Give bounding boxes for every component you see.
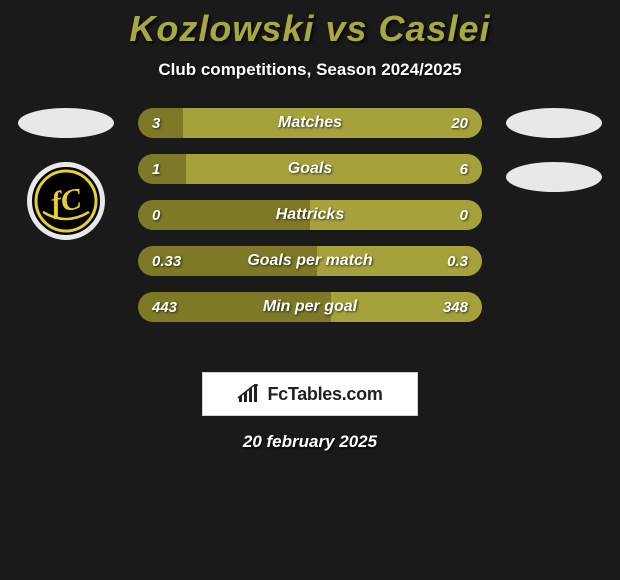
stat-bars: 3 20 Matches 1 6 Goals 0 0 (138, 108, 482, 322)
stat-bar: 0.33 0.3 Goals per match (138, 246, 482, 276)
stat-bar: 443 348 Min per goal (138, 292, 482, 322)
stat-bar: 0 0 Hattricks (138, 200, 482, 230)
brand-text: FcTables.com (267, 384, 382, 405)
stat-right-value: 20 (451, 115, 468, 132)
player-right-ellipse-2 (506, 162, 602, 192)
stat-right-value: 0 (460, 207, 468, 224)
page-title: Kozlowski vs Caslei (0, 8, 620, 50)
player-left-ellipse (18, 108, 114, 138)
comparison-card: Kozlowski vs Caslei Club competitions, S… (0, 0, 620, 580)
player-right-ellipse-1 (506, 108, 602, 138)
bar-chart-icon (237, 384, 261, 404)
date-text: 20 february 2025 (0, 432, 620, 452)
stat-bar: 3 20 Matches (138, 108, 482, 138)
club-badge-icon: fC (33, 168, 99, 234)
player-left-column: fC (6, 108, 126, 240)
player-right-column (494, 108, 614, 192)
stat-left-value: 443 (152, 299, 177, 316)
stat-left-value: 0.33 (152, 253, 181, 270)
club-badge-left: fC (27, 162, 105, 240)
subtitle: Club competitions, Season 2024/2025 (0, 60, 620, 80)
stat-bar: 1 6 Goals (138, 154, 482, 184)
stat-left-value: 0 (152, 207, 160, 224)
stat-left-value: 3 (152, 115, 160, 132)
brand-box[interactable]: FcTables.com (202, 372, 418, 416)
stat-right-value: 6 (460, 161, 468, 178)
stat-left-value: 1 (152, 161, 160, 178)
main-area: fC 3 20 Matches (0, 108, 620, 348)
stat-right-value: 0.3 (447, 253, 468, 270)
stat-right-value: 348 (443, 299, 468, 316)
